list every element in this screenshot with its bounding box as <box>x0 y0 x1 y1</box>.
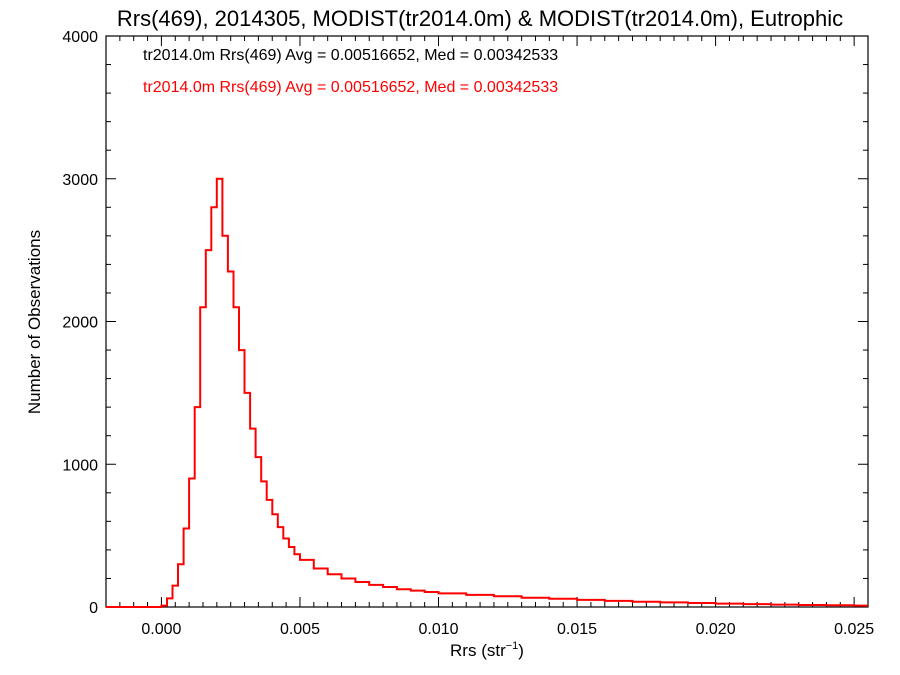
x-axis-label-tail: ) <box>518 641 524 660</box>
y-tick-label: 2000 <box>62 315 98 332</box>
y-axis-ticks: 0 1000 2000 3000 4000 <box>62 29 868 617</box>
x-axis-label-superscript: −1 <box>506 640 519 652</box>
series-layer <box>106 177 868 608</box>
x-tick-label: 0.005 <box>280 621 320 638</box>
x-axis-ticks: 0.000 0.005 0.010 0.015 0.020 0.025 <box>119 36 874 638</box>
x-tick-label: 0.000 <box>141 621 181 638</box>
y-tick-label: 3000 <box>62 172 98 189</box>
x-axis-label: Rrs (str−1) <box>450 640 524 660</box>
y-tick-label: 0 <box>89 600 98 617</box>
x-tick-label: 0.025 <box>834 621 874 638</box>
stats-annotation-red: tr2014.0m Rrs(469) Avg = 0.00516652, Med… <box>143 79 558 96</box>
plot-frame <box>105 35 869 608</box>
x-tick-label: 0.010 <box>418 621 458 638</box>
x-tick-label: 0.020 <box>696 621 736 638</box>
histogram-series <box>106 177 868 608</box>
x-tick-label: 0.015 <box>557 621 597 638</box>
chart-title: Rrs(469), 2014305, MODIST(tr2014.0m) & M… <box>117 6 843 31</box>
stats-annotation-black: tr2014.0m Rrs(469) Avg = 0.00516652, Med… <box>143 47 558 64</box>
y-tick-label: 4000 <box>62 29 98 46</box>
y-tick-label: 1000 <box>62 457 98 474</box>
x-axis-label-base: Rrs (str <box>450 641 506 660</box>
y-axis-label: Number of Observations <box>25 230 44 414</box>
